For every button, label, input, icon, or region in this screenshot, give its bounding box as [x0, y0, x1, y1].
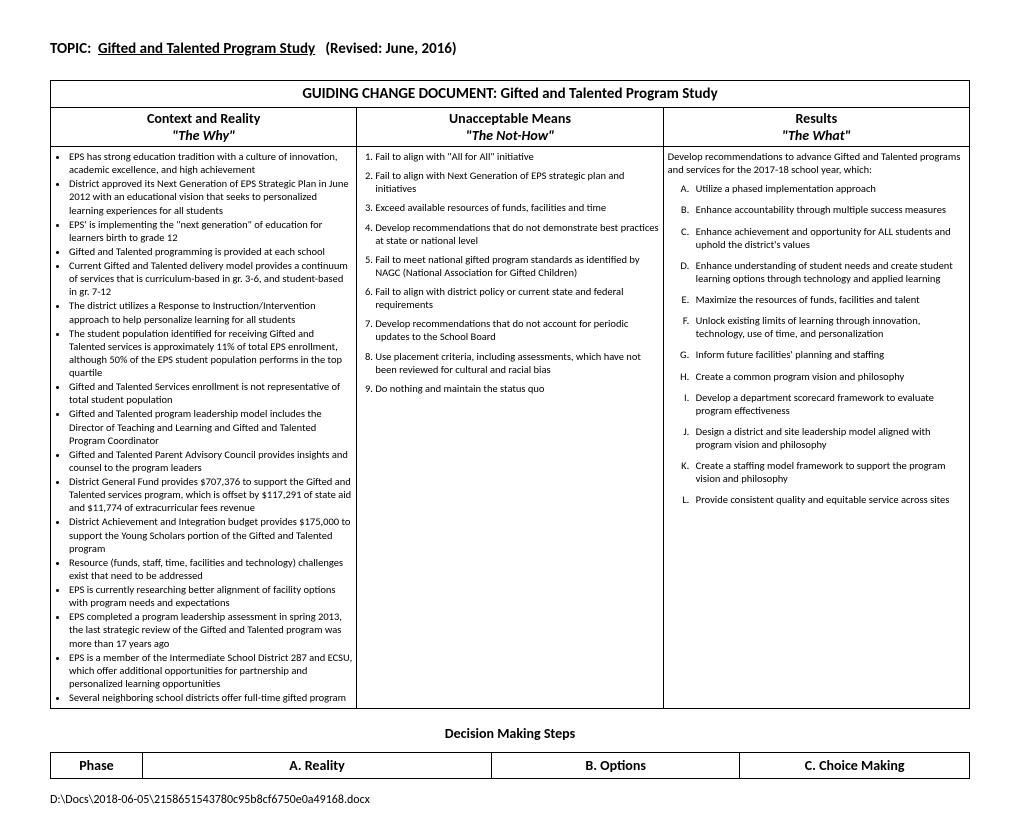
results-item: Inform future facilities' planning and s…	[692, 348, 965, 361]
context-head: Context and Reality	[53, 110, 354, 127]
results-item: Create a common program vision and philo…	[692, 370, 965, 383]
context-item: Gifted and Talented program leadership m…	[69, 407, 352, 446]
topic-line: TOPIC: Gifted and Talented Program Study…	[50, 40, 970, 58]
phase-header-options: B. Options	[492, 753, 740, 779]
document-title: GUIDING CHANGE DOCUMENT: Gifted and Tale…	[51, 81, 970, 108]
context-item: District Achievement and Integration bud…	[69, 515, 352, 554]
results-item: Design a district and site leadership mo…	[692, 425, 965, 451]
column-header-results: Results "The What"	[663, 108, 969, 147]
context-item: Gifted and Talented Parent Advisory Coun…	[69, 448, 352, 474]
context-cell: EPS has strong education tradition with …	[51, 147, 357, 709]
phase-header-reality: A. Reality	[142, 753, 491, 779]
results-item: Create a staffing model framework to sup…	[692, 459, 965, 485]
context-item: Several neighboring school districts off…	[69, 691, 352, 704]
decision-making-title: Decision Making Steps	[50, 725, 970, 742]
phase-header-phase: Phase	[51, 753, 143, 779]
means-cell: Fail to align with "All for All" initiat…	[357, 147, 663, 709]
means-item: Fail to meet national gifted program sta…	[375, 253, 658, 279]
means-item: Develop recommendations that do not demo…	[375, 221, 658, 247]
footer-file-path: D:\Docs\2018-06-05\2158651543780c95b8cf6…	[50, 793, 970, 807]
means-list: Fail to align with "All for All" initiat…	[361, 150, 658, 395]
context-item: EPS completed a program leadership asses…	[69, 610, 352, 649]
results-item: Provide consistent quality and equitable…	[692, 493, 965, 506]
means-item: Fail to align with Next Generation of EP…	[375, 169, 658, 195]
context-item: District approved its Next Generation of…	[69, 177, 352, 216]
results-item: Maximize the resources of funds, facilit…	[692, 293, 965, 306]
context-item: Current Gifted and Talented delivery mod…	[69, 259, 352, 298]
topic-revised: (Revised: June, 2016)	[325, 40, 456, 58]
results-head: Results	[666, 110, 967, 127]
column-header-context: Context and Reality "The Why"	[51, 108, 357, 147]
topic-label: TOPIC	[50, 40, 87, 58]
results-item: Enhance accountability through multiple …	[692, 203, 965, 216]
means-item: Use placement criteria, including assess…	[375, 350, 658, 376]
context-list: EPS has strong education tradition with …	[55, 150, 352, 704]
context-item: EPS is a member of the Intermediate Scho…	[69, 651, 352, 690]
context-item: Resource (funds, staff, time, facilities…	[69, 556, 352, 582]
context-item: EPS' is implementing the "next generatio…	[69, 218, 352, 244]
context-item: The student population identified for re…	[69, 327, 352, 380]
context-item: EPS has strong education tradition with …	[69, 150, 352, 176]
context-item: EPS is currently researching better alig…	[69, 583, 352, 609]
results-list: Utilize a phased implementation approach…	[668, 182, 965, 506]
results-item: Utilize a phased implementation approach	[692, 182, 965, 195]
means-item: Fail to align with district policy or cu…	[375, 285, 658, 311]
guiding-change-table: GUIDING CHANGE DOCUMENT: Gifted and Tale…	[50, 80, 970, 709]
means-item: Develop recommendations that do not acco…	[375, 317, 658, 343]
column-header-means: Unacceptable Means "The Not-How"	[357, 108, 663, 147]
context-item: District General Fund provides $707,376 …	[69, 475, 352, 514]
means-sub: "The Not-How"	[359, 127, 660, 144]
context-item: Gifted and Talented Services enrollment …	[69, 380, 352, 406]
results-item: Unlock existing limits of learning throu…	[692, 314, 965, 340]
results-item: Enhance achievement and opportunity for …	[692, 225, 965, 251]
results-cell: Develop recommendations to advance Gifte…	[663, 147, 969, 709]
results-item: Enhance understanding of student needs a…	[692, 259, 965, 285]
results-intro: Develop recommendations to advance Gifte…	[668, 150, 965, 176]
means-item: Fail to align with "All for All" initiat…	[375, 150, 658, 163]
phases-table: Phase A. Reality B. Options C. Choice Ma…	[50, 752, 970, 779]
context-item: Gifted and Talented programming is provi…	[69, 245, 352, 258]
means-item: Do nothing and maintain the status quo	[375, 382, 658, 395]
results-sub: "The What"	[666, 127, 967, 144]
phase-header-choice: C. Choice Making	[740, 753, 970, 779]
means-item: Exceed available resources of funds, fac…	[375, 201, 658, 214]
means-head: Unacceptable Means	[359, 110, 660, 127]
context-sub: "The Why"	[53, 127, 354, 144]
context-item: The district utilizes a Response to Inst…	[69, 299, 352, 325]
topic-title: Gifted and Talented Program Study	[98, 40, 315, 58]
results-item: Develop a department scorecard framework…	[692, 391, 965, 417]
